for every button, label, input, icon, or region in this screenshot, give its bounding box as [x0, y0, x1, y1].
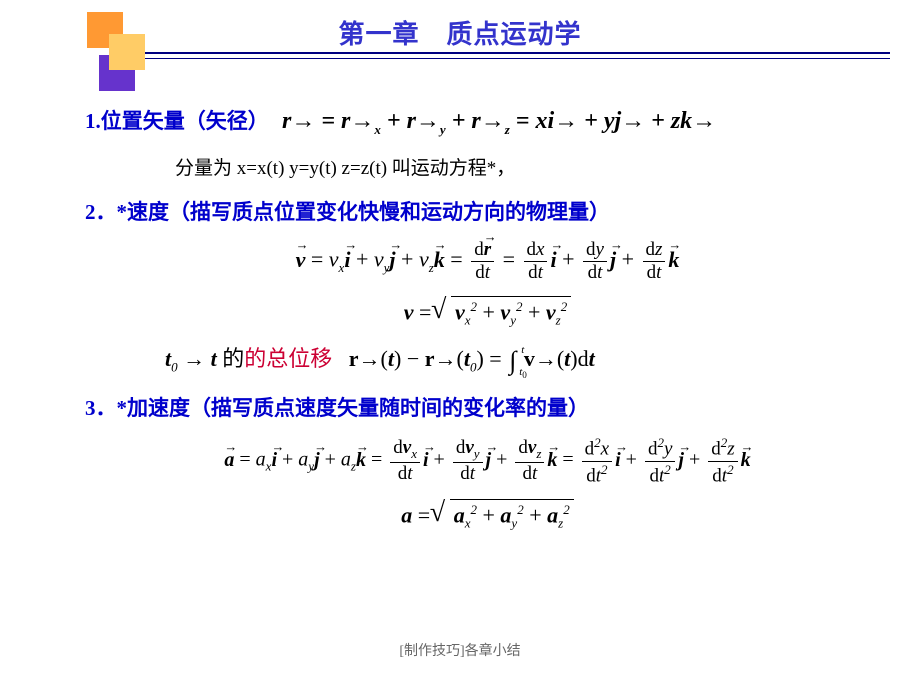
section2-heading: 2．*速度（描写质点位置变化快慢和运动方向的物理量） [85, 198, 890, 227]
section1-subnote: 分量为 x=x(t) y=y(t) z=z(t) 叫运动方程*， [175, 153, 890, 180]
section2-eq1: v→ = vxi→ + vyj→ + vzk→ = dr→dt = dxdti→… [85, 239, 890, 284]
chapter-title: 第一章 质点运动学 [338, 14, 581, 51]
section2-displacement: t0 → t 的的总位移 r→(t) − r→(t0) = ∫t0t v→(t)… [165, 341, 890, 376]
section3-eq1: a→ = axi→ + ayj→ + azk→ = dvxdti→ + dvyd… [85, 435, 890, 487]
title-underline-1 [130, 52, 890, 54]
section3-heading: 3．*加速度（描写质点速度矢量随时间的变化率的量） [85, 394, 890, 423]
section1-heading: 1.位置矢量（矢径） r→ = r→x + r→y + r→z = xi→ + … [85, 105, 890, 139]
title-underline-2 [130, 58, 890, 59]
total-displacement-label: 的总位移 [244, 346, 332, 371]
section2-eq2: v = vx2 + vy2 + vz2 [85, 296, 890, 329]
content-area: 1.位置矢量（矢径） r→ = r→x + r→y + r→z = xi→ + … [85, 105, 890, 544]
section1-equation: r→ = r→x + r→y + r→z = xi→ + yj→ + zk→ [282, 108, 716, 134]
section3-eq2: a = ax2 + ay2 + az2 [85, 499, 890, 532]
footer-text: [制作技巧]各章小结 [0, 640, 920, 660]
section1-label: 1.位置矢量（矢径） [85, 109, 269, 133]
decor-block-orange-light [109, 34, 145, 70]
